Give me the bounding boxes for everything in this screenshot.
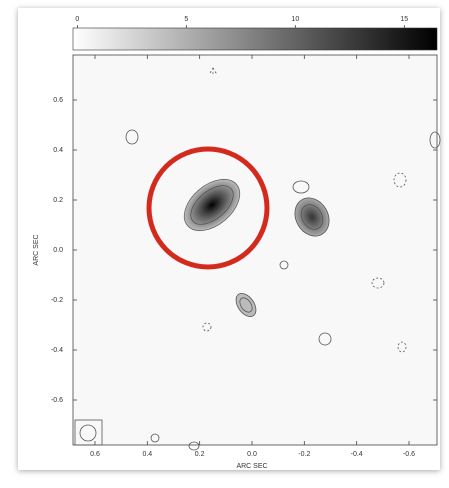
x-tick-label: -0.6 [403,451,415,458]
colorbar-tick-label: 15 [400,16,408,23]
y-tick-label: 0.6 [53,97,63,104]
y-tick-label: 0.4 [53,147,63,154]
x-tick-label: 0.6 [90,451,100,458]
y-tick-label: -0.6 [51,397,63,404]
page: ARC SEC ARC SEC 0.6 0.4 0.2 0.0 -0.2 -0.4 -0.6… [0,0,449,488]
x-tick-label: -0.4 [351,451,363,458]
plot-area [73,55,437,445]
colorbar [73,28,437,50]
colorbar-tick-label: 5 [184,16,188,23]
y-tick-label: 0.0 [53,247,63,254]
y-tick-label: 0.2 [53,197,63,204]
x-tick-label: 0.2 [195,451,205,458]
y-tick-label: -0.2 [51,297,63,304]
x-tick-label: -0.2 [298,451,310,458]
x-tick-label: 0.4 [142,451,152,458]
colorbar-tick-label: 0 [75,16,79,23]
figure: ARC SEC ARC SEC 0.6 0.4 0.2 0.0 -0.2 -0.4 -0.6… [0,0,449,483]
y-axis-label: ARC SEC [33,234,40,265]
colorbar-tick-label: 10 [291,16,299,23]
x-axis-label: ARC SEC [236,463,267,470]
y-tick-label: -0.4 [51,347,63,354]
x-tick-label: 0.0 [247,451,257,458]
